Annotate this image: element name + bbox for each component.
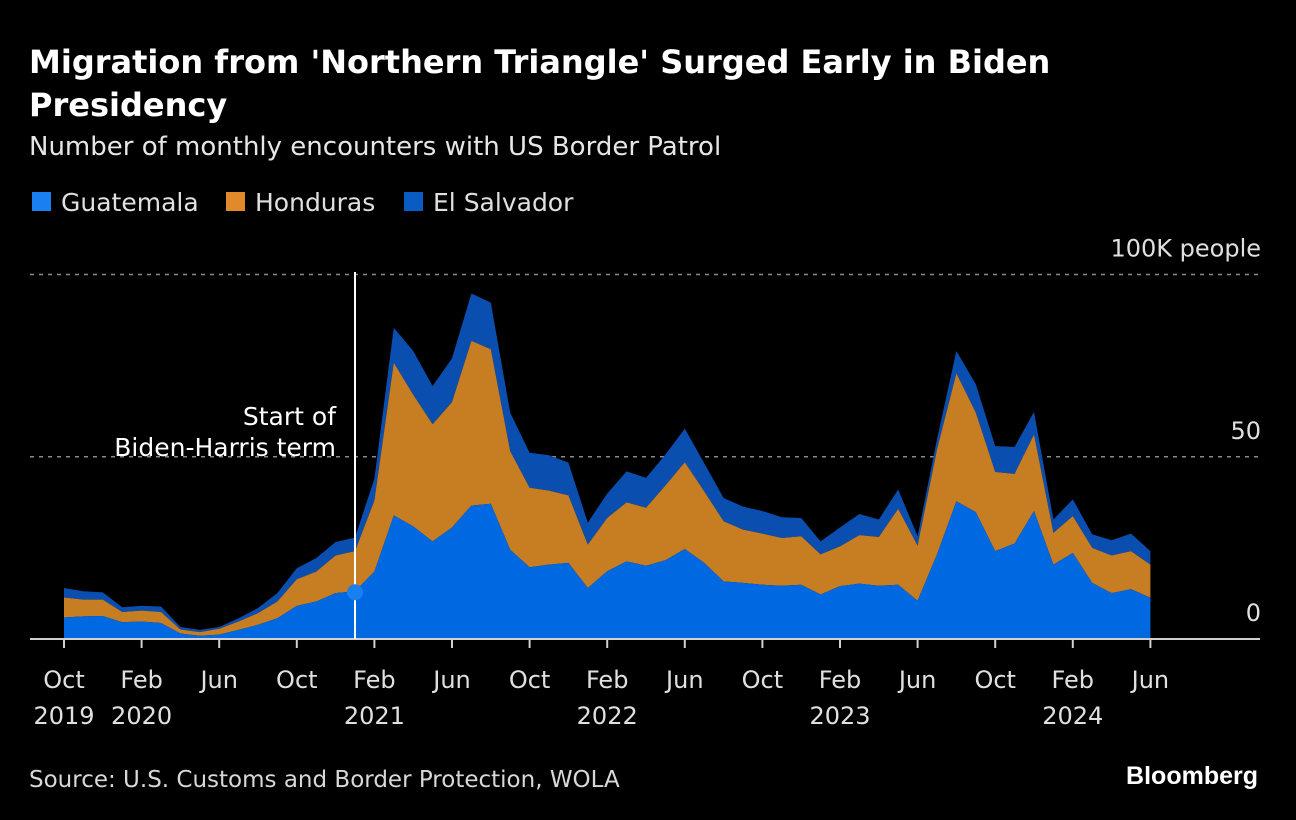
legend-swatch-guatemala [32, 192, 51, 211]
x-tick-label: Oct [276, 666, 318, 694]
annotation-text-line1: Start of [243, 402, 337, 431]
x-axis: Oct 2019 Feb 2020 Jun Oct Feb 2021 Jun Oct Feb 2022… [30, 638, 1260, 730]
area-el-salvador [64, 293, 1151, 633]
x-tick-year: 2019 [33, 702, 94, 730]
x-tick-label: Feb [586, 666, 629, 694]
y-tick-label: 100K people [1110, 235, 1261, 263]
x-tick-label: Jun [1130, 666, 1170, 694]
x-tick-label: Feb [353, 666, 396, 694]
x-tick-year: 2024 [1042, 702, 1103, 730]
x-tick-label: Jun [664, 666, 704, 694]
legend: Guatemala Honduras El Salvador [32, 188, 574, 217]
x-tick-label: Oct [43, 666, 85, 694]
area-series [64, 293, 1151, 639]
x-tick-label: Feb [120, 666, 163, 694]
x-tick-label: Jun [198, 666, 238, 694]
chart-subtitle: Number of monthly encounters with US Bor… [29, 132, 721, 162]
y-tick-label: 0 [1246, 599, 1261, 627]
x-tick-year: 2021 [344, 702, 405, 730]
x-tick-year: 2022 [577, 702, 638, 730]
x-tick-label: Jun [897, 666, 937, 694]
area-honduras [64, 340, 1151, 636]
y-tick-label: 50 [1230, 417, 1261, 445]
x-tick-year: 2020 [111, 702, 172, 730]
legend-label: El Salvador [433, 188, 574, 217]
legend-swatch-honduras [226, 192, 245, 211]
x-tick-label: Feb [819, 666, 862, 694]
annotation-marker [347, 584, 363, 601]
x-tick-label: Jun [431, 666, 471, 694]
bloomberg-logo: Bloomberg [1126, 762, 1258, 790]
chart-title-line1: Migration from 'Northern Triangle' Surge… [29, 43, 1050, 81]
area-guatemala [64, 501, 1151, 639]
legend-swatch-el-salvador [404, 192, 423, 211]
annotation-text-line2: Biden-Harris term [114, 433, 336, 462]
chart-title-line2: Presidency [29, 86, 227, 124]
legend-label: Guatemala [61, 188, 199, 217]
x-tick-label: Feb [1052, 666, 1095, 694]
source-note: Source: U.S. Customs and Border Protecti… [29, 767, 620, 793]
x-tick-label: Oct [742, 666, 784, 694]
y-axis: 0 50 100K people [1110, 235, 1261, 628]
x-tick-label: Oct [974, 666, 1016, 694]
legend-label: Honduras [255, 188, 375, 217]
gridlines [30, 273, 1260, 458]
x-tick-year: 2023 [809, 702, 870, 730]
x-tick-label: Oct [509, 666, 551, 694]
